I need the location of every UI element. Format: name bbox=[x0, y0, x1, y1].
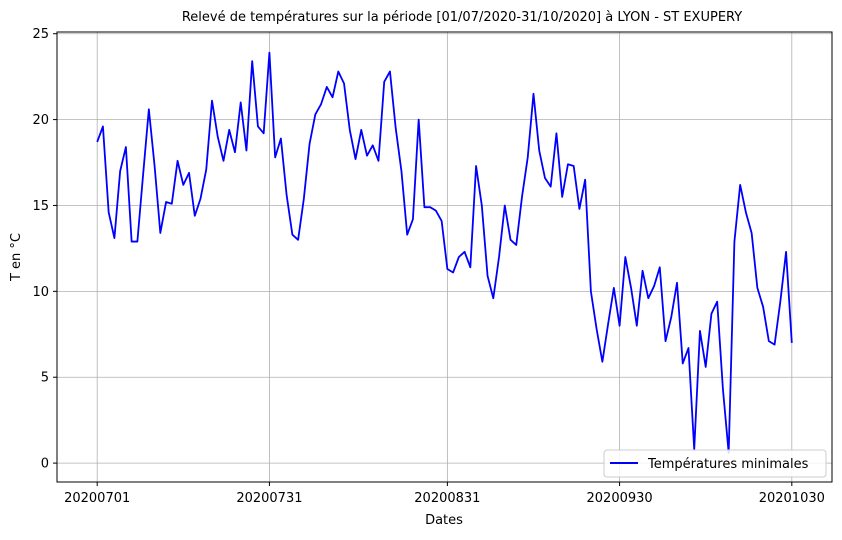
plot-area-frame bbox=[56, 31, 833, 483]
x-tick-label: 20201030 bbox=[759, 491, 825, 506]
x-tick-label: 20200731 bbox=[236, 491, 302, 506]
x-axis-ticks: 20200701 20200731 20200831 20200930 20201030 bbox=[64, 482, 825, 506]
series-line-0 bbox=[96, 51, 793, 454]
y-tick-label: 5 bbox=[41, 371, 49, 386]
legend: Températures minimales bbox=[603, 449, 827, 478]
y-tick-label: 0 bbox=[41, 457, 49, 472]
grid bbox=[57, 32, 832, 482]
x-tick-label: 20200701 bbox=[64, 491, 130, 506]
y-tick-label: 15 bbox=[32, 199, 49, 214]
y-axis-ticks: 0 5 10 15 20 25 bbox=[32, 27, 57, 472]
legend-label: Températures minimales bbox=[647, 457, 809, 472]
x-axis-label: Dates bbox=[425, 513, 463, 528]
y-tick-label: 20 bbox=[32, 113, 49, 128]
y-tick-label: 25 bbox=[32, 27, 49, 42]
x-tick-label: 20200930 bbox=[587, 491, 653, 506]
x-tick-label: 20200831 bbox=[414, 491, 480, 506]
y-tick-label: 10 bbox=[32, 285, 49, 300]
chart-title: Relevé de températures sur la période [0… bbox=[182, 10, 742, 25]
legend-box bbox=[603, 449, 827, 478]
series-layer bbox=[96, 51, 793, 454]
y-axis-label: T en °C bbox=[9, 233, 24, 282]
